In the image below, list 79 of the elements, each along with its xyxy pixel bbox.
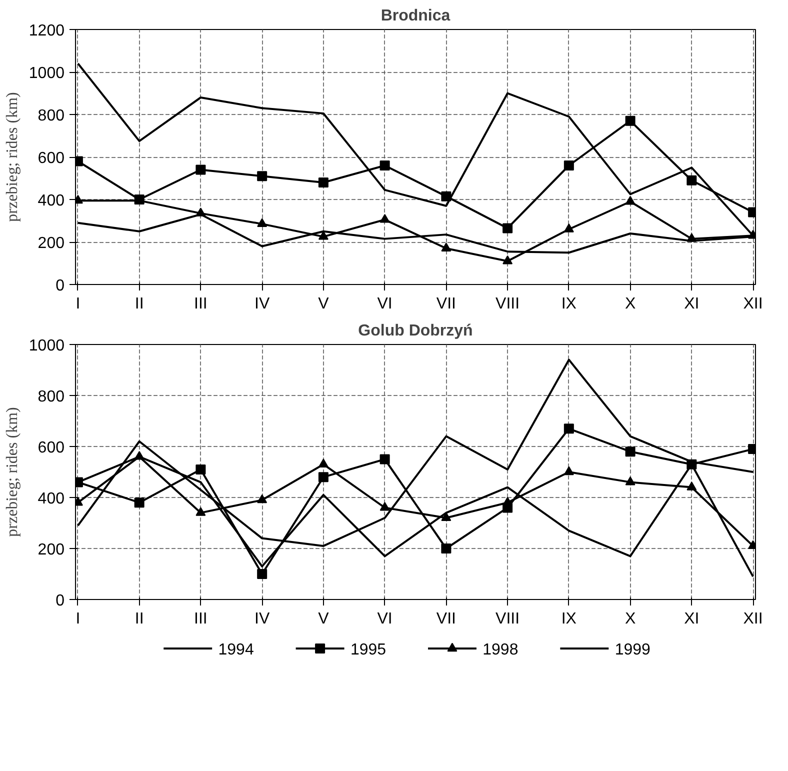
point bbox=[686, 175, 697, 186]
x-tick-label: VI bbox=[377, 296, 392, 312]
legend-label: 1999 bbox=[614, 642, 651, 658]
point bbox=[257, 218, 268, 228]
point bbox=[196, 164, 206, 175]
y-tick-label: 600 bbox=[38, 440, 65, 456]
x-tick-label: III bbox=[194, 610, 208, 628]
point bbox=[502, 223, 513, 234]
point bbox=[380, 454, 390, 464]
x-tick-label: IX bbox=[561, 610, 577, 628]
point bbox=[502, 255, 513, 264]
point bbox=[686, 482, 697, 490]
point bbox=[441, 512, 452, 521]
x-tick-label: I bbox=[76, 296, 80, 312]
x-tick-label: X bbox=[624, 610, 636, 628]
x-tick-label: V bbox=[318, 610, 330, 628]
x-tick-label: II bbox=[134, 610, 144, 628]
chart-title: Brodnica bbox=[380, 8, 450, 24]
y-tick-label: 0 bbox=[56, 278, 65, 294]
x-tick-label: VIII bbox=[496, 610, 520, 628]
point bbox=[686, 233, 697, 242]
point bbox=[441, 242, 452, 252]
point bbox=[318, 178, 328, 188]
point bbox=[625, 116, 636, 126]
legend-label: 1994 bbox=[218, 642, 254, 658]
point bbox=[625, 476, 636, 486]
y-tick-label: 1200 bbox=[28, 22, 65, 40]
x-tick-label: VI bbox=[377, 610, 392, 628]
x-tick-label: III bbox=[194, 296, 208, 312]
y-tick-label: 0 bbox=[56, 592, 65, 610]
x-tick-label: XII bbox=[743, 296, 763, 312]
y-tick-label: 600 bbox=[38, 150, 65, 167]
y-axis-title: przebieg; rides (km) bbox=[4, 92, 21, 222]
point bbox=[134, 451, 144, 460]
x-tick-label: VIII bbox=[496, 296, 520, 312]
point bbox=[380, 502, 390, 511]
point bbox=[257, 569, 268, 579]
x-tick-label: IX bbox=[561, 296, 577, 312]
x-tick-label: XI bbox=[684, 296, 700, 312]
point bbox=[318, 472, 328, 482]
x-tick-label: XI bbox=[684, 610, 700, 628]
point bbox=[196, 464, 206, 474]
point bbox=[564, 160, 574, 170]
y-tick-label: 800 bbox=[38, 388, 65, 406]
x-tick-label: IV bbox=[254, 296, 270, 312]
x-tick-label: VII bbox=[436, 296, 456, 312]
point bbox=[441, 191, 452, 202]
x-tick-label: X bbox=[624, 296, 636, 312]
x-tick-label: II bbox=[134, 296, 144, 312]
chart-title: Golub Dobrzyń bbox=[358, 322, 473, 340]
point bbox=[196, 507, 206, 516]
y-tick-label: 200 bbox=[38, 542, 65, 558]
y-axis-title: przebieg; rides (km) bbox=[4, 407, 21, 537]
point bbox=[380, 160, 390, 170]
y-tick-label: 1000 bbox=[28, 338, 65, 354]
x-tick-label: V bbox=[318, 296, 330, 312]
point bbox=[564, 424, 574, 434]
point bbox=[257, 171, 268, 182]
point bbox=[318, 458, 328, 468]
y-tick-label: 1000 bbox=[28, 65, 65, 82]
point bbox=[257, 494, 268, 504]
point bbox=[380, 214, 390, 223]
y-tick-label: 400 bbox=[38, 490, 65, 508]
point bbox=[441, 544, 452, 554]
point bbox=[625, 196, 636, 205]
x-tick-label: I bbox=[76, 610, 80, 628]
point bbox=[625, 446, 636, 457]
point bbox=[564, 466, 574, 476]
x-tick-label: VII bbox=[436, 610, 456, 628]
y-tick-label: 400 bbox=[38, 192, 65, 210]
legend-label: 1998 bbox=[482, 642, 518, 658]
x-tick-label: XII bbox=[743, 610, 763, 628]
y-tick-label: 200 bbox=[38, 235, 65, 252]
y-tick-label: 800 bbox=[38, 108, 65, 124]
point bbox=[134, 498, 144, 508]
point bbox=[564, 224, 574, 232]
x-tick-label: IV bbox=[254, 610, 270, 628]
legend-label: 1995 bbox=[350, 642, 386, 658]
point bbox=[196, 208, 206, 216]
